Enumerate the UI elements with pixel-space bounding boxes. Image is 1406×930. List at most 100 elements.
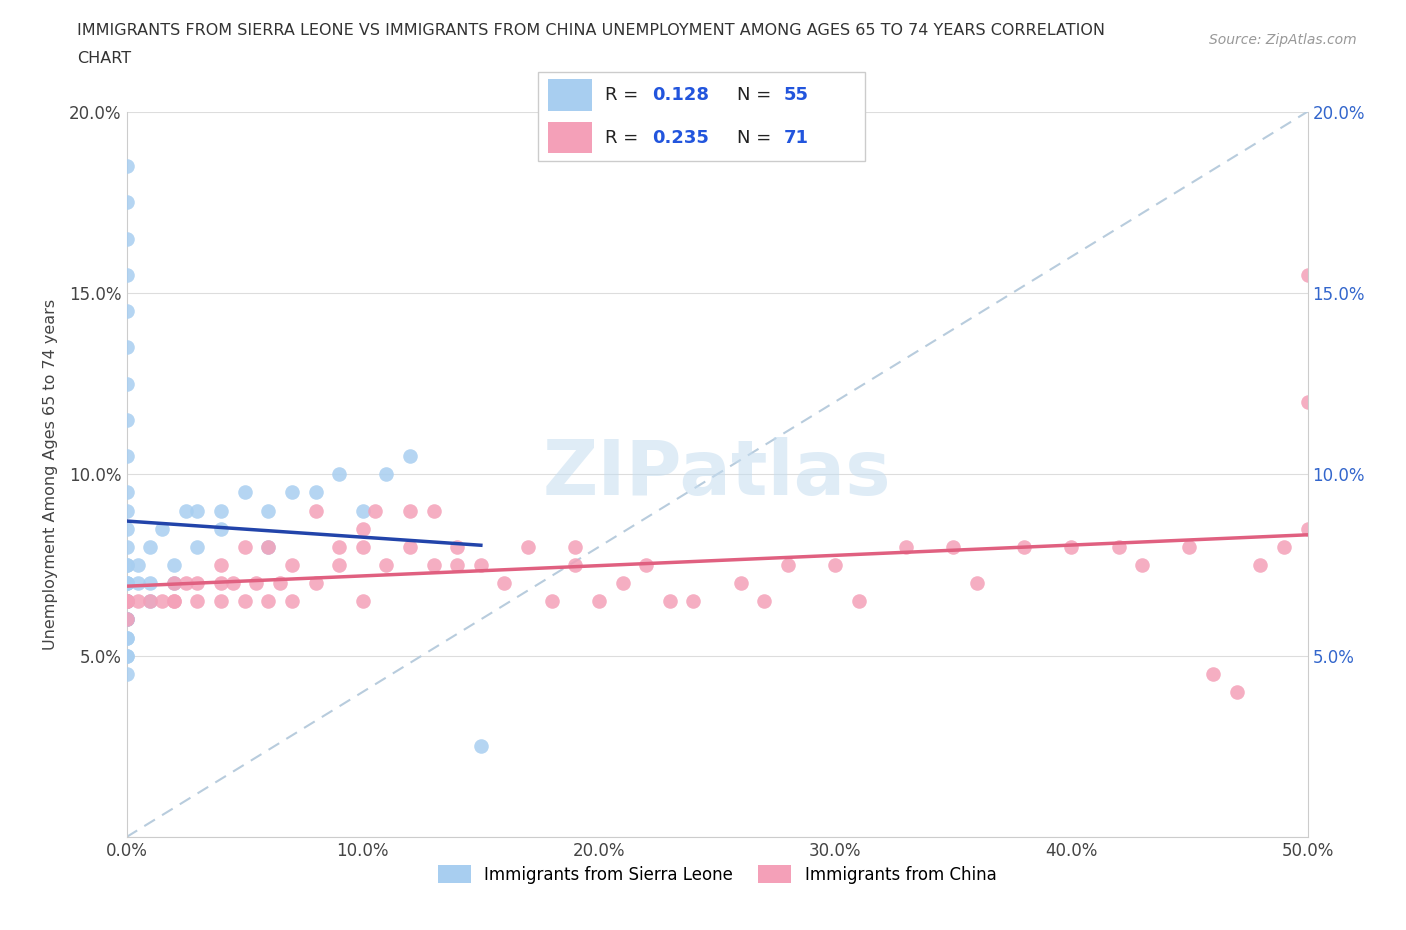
Point bbox=[115, 377, 138, 392]
Point bbox=[115, 449, 138, 464]
Point bbox=[494, 576, 516, 591]
Point bbox=[1012, 539, 1035, 554]
Point bbox=[115, 594, 138, 609]
Text: N =: N = bbox=[737, 128, 776, 147]
Point bbox=[304, 485, 326, 500]
Point bbox=[209, 521, 232, 536]
Point bbox=[139, 539, 162, 554]
Point bbox=[754, 594, 776, 609]
Point bbox=[115, 594, 138, 609]
Point bbox=[1226, 684, 1249, 699]
Point bbox=[163, 594, 186, 609]
Point bbox=[257, 503, 280, 518]
Point bbox=[209, 594, 232, 609]
Point bbox=[163, 576, 186, 591]
Point bbox=[304, 503, 326, 518]
Point bbox=[139, 594, 162, 609]
Point bbox=[115, 594, 138, 609]
Point bbox=[470, 738, 492, 753]
Point bbox=[139, 594, 162, 609]
Point bbox=[174, 576, 197, 591]
Point bbox=[233, 485, 256, 500]
Point bbox=[446, 539, 468, 554]
Point bbox=[352, 503, 374, 518]
Text: Source: ZipAtlas.com: Source: ZipAtlas.com bbox=[1209, 33, 1357, 46]
Point bbox=[115, 594, 138, 609]
Point bbox=[115, 576, 138, 591]
Point bbox=[730, 576, 752, 591]
Point bbox=[564, 558, 586, 573]
Point bbox=[115, 594, 138, 609]
Point bbox=[257, 594, 280, 609]
Point bbox=[257, 539, 280, 554]
Point bbox=[115, 340, 138, 355]
Point bbox=[1296, 394, 1319, 409]
Point bbox=[115, 667, 138, 682]
Point bbox=[115, 648, 138, 663]
Point bbox=[399, 503, 422, 518]
Text: R =: R = bbox=[605, 86, 644, 104]
Point bbox=[115, 631, 138, 645]
Point bbox=[186, 503, 208, 518]
Point bbox=[186, 594, 208, 609]
Point bbox=[966, 576, 988, 591]
Point bbox=[658, 594, 681, 609]
Point bbox=[848, 594, 870, 609]
Point bbox=[281, 594, 304, 609]
Point bbox=[115, 576, 138, 591]
Point bbox=[115, 594, 138, 609]
Point bbox=[233, 594, 256, 609]
Point bbox=[115, 195, 138, 210]
Point bbox=[115, 521, 138, 536]
Point bbox=[115, 612, 138, 627]
Point bbox=[115, 558, 138, 573]
Point bbox=[127, 594, 149, 609]
Point bbox=[1249, 558, 1271, 573]
Point bbox=[115, 158, 138, 173]
Point bbox=[517, 539, 540, 554]
Point bbox=[1296, 268, 1319, 283]
Point bbox=[942, 539, 965, 554]
Point bbox=[281, 485, 304, 500]
Bar bbox=[548, 122, 592, 153]
Point bbox=[115, 648, 138, 663]
Point bbox=[446, 558, 468, 573]
Point bbox=[115, 631, 138, 645]
Point bbox=[304, 576, 326, 591]
Point bbox=[824, 558, 846, 573]
Text: 55: 55 bbox=[785, 86, 808, 104]
Point bbox=[1060, 539, 1083, 554]
Text: 0.128: 0.128 bbox=[652, 86, 710, 104]
Point bbox=[115, 303, 138, 318]
Point bbox=[115, 413, 138, 428]
Point bbox=[115, 231, 138, 246]
Point bbox=[352, 594, 374, 609]
Point bbox=[139, 576, 162, 591]
Point bbox=[115, 539, 138, 554]
Text: 0.235: 0.235 bbox=[652, 128, 709, 147]
Point bbox=[269, 576, 291, 591]
Point bbox=[1272, 539, 1295, 554]
Point bbox=[422, 558, 444, 573]
Point bbox=[588, 594, 610, 609]
Text: CHART: CHART bbox=[77, 51, 131, 66]
Point bbox=[209, 558, 232, 573]
Point bbox=[222, 576, 245, 591]
Point bbox=[115, 594, 138, 609]
Text: IMMIGRANTS FROM SIERRA LEONE VS IMMIGRANTS FROM CHINA UNEMPLOYMENT AMONG AGES 65: IMMIGRANTS FROM SIERRA LEONE VS IMMIGRAN… bbox=[77, 23, 1105, 38]
Point bbox=[163, 558, 186, 573]
Bar bbox=[548, 79, 592, 111]
Point bbox=[115, 576, 138, 591]
Point bbox=[115, 485, 138, 500]
Point bbox=[186, 539, 208, 554]
Point bbox=[1296, 521, 1319, 536]
Point bbox=[115, 594, 138, 609]
Text: R =: R = bbox=[605, 128, 644, 147]
Point bbox=[150, 521, 173, 536]
Point bbox=[115, 503, 138, 518]
Point bbox=[540, 594, 562, 609]
Point bbox=[209, 503, 232, 518]
Point bbox=[281, 558, 304, 573]
Point bbox=[163, 576, 186, 591]
Point bbox=[115, 612, 138, 627]
